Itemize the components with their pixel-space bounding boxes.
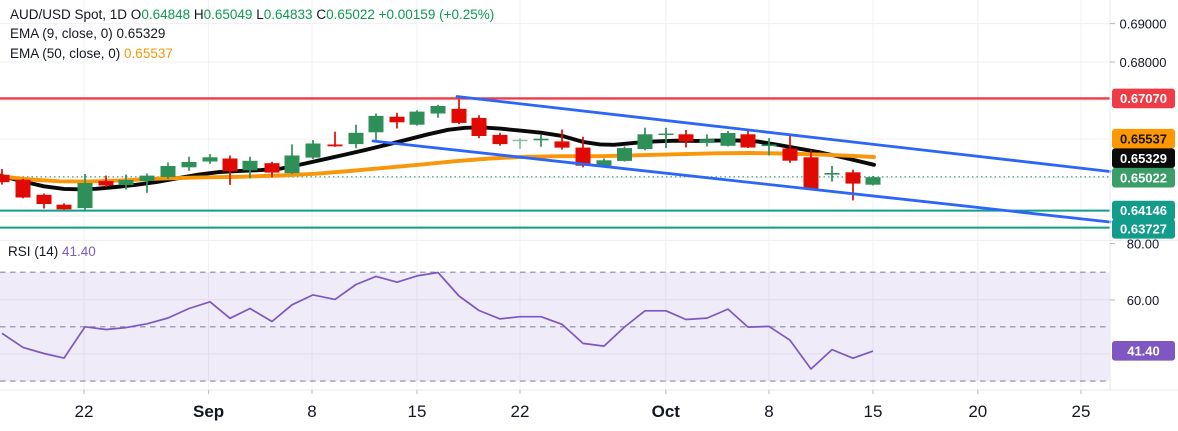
svg-text:Sep: Sep [193,402,224,421]
svg-text:0.68000: 0.68000 [1120,55,1167,70]
svg-text:25: 25 [1072,402,1091,421]
svg-text:0.64146: 0.64146 [1120,203,1167,218]
svg-text:EMA (9, close, 0) 0.65329: EMA (9, close, 0) 0.65329 [10,26,165,41]
svg-text:60.00: 60.00 [1127,293,1160,308]
svg-text:0.69000: 0.69000 [1120,17,1167,32]
svg-text:8: 8 [307,402,316,421]
svg-text:22: 22 [75,402,94,421]
svg-text:0.67070: 0.67070 [1120,91,1167,106]
svg-text:41.40: 41.40 [1127,343,1160,358]
svg-text:15: 15 [408,402,427,421]
svg-text:AUD/USD Spot, 1D O0.64848 H0: AUD/USD Spot, 1D O0.64848 H0.65049 L0.64… [10,7,494,22]
svg-text:0.65537: 0.65537 [1120,131,1167,146]
svg-text:0.65022: 0.65022 [1120,170,1167,185]
svg-text:0.63727: 0.63727 [1120,221,1167,236]
svg-text:80.00: 80.00 [1127,237,1160,252]
svg-text:Oct: Oct [652,402,681,421]
svg-text:15: 15 [864,402,883,421]
svg-text:RSI (14) 41.40: RSI (14) 41.40 [8,244,96,259]
svg-text:EMA (50, close, 0) 0.65537: EMA (50, close, 0) 0.65537 [10,46,173,61]
svg-text:20: 20 [968,402,987,421]
svg-text:0.65329: 0.65329 [1120,151,1167,166]
svg-text:22: 22 [511,402,530,421]
svg-text:8: 8 [764,402,773,421]
